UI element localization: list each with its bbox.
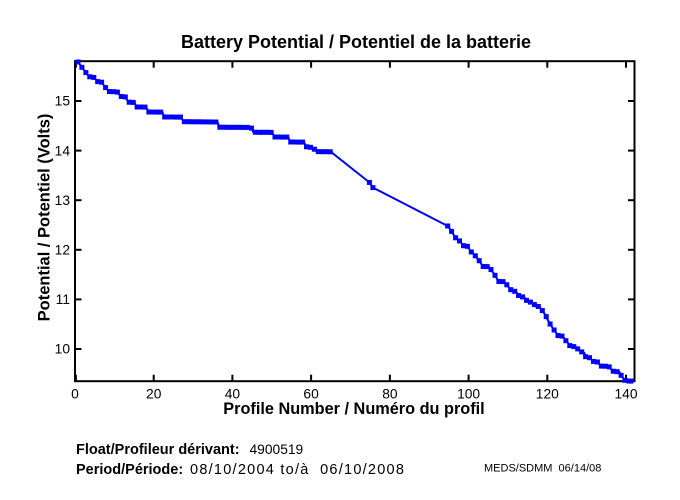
- svg-text:Profile Number / Numéro du pro: Profile Number / Numéro du profil: [223, 400, 484, 418]
- svg-text:14: 14: [55, 143, 71, 158]
- svg-text:Potential / Potentiel (Volts): Potential / Potentiel (Volts): [36, 114, 54, 322]
- svg-text:MEDS/SDMM 06/14/08: MEDS/SDMM 06/14/08: [484, 463, 601, 475]
- svg-text:12: 12: [55, 243, 70, 258]
- svg-text:Float/Profileur dérivant:49005: Float/Profileur dérivant: 4900519: [76, 442, 304, 458]
- svg-text:40: 40: [225, 387, 241, 402]
- svg-text:140: 140: [614, 387, 637, 402]
- svg-text:15: 15: [55, 94, 71, 109]
- svg-text:13: 13: [55, 193, 71, 208]
- svg-text:11: 11: [56, 292, 70, 307]
- svg-text:20: 20: [146, 387, 162, 402]
- svg-text:100: 100: [457, 387, 480, 402]
- svg-text:0: 0: [71, 387, 79, 402]
- svg-text:Period/Période:08/10/2004 to/à: Period/Période: 08/10/2004 to/à 06/10/200…: [76, 462, 405, 478]
- svg-text:120: 120: [536, 387, 559, 402]
- svg-text:80: 80: [382, 387, 398, 402]
- svg-text:Battery Potential / Potentiel: Battery Potential / Potentiel de la batt…: [181, 32, 531, 52]
- svg-text:60: 60: [303, 387, 319, 402]
- svg-text:10: 10: [55, 342, 71, 357]
